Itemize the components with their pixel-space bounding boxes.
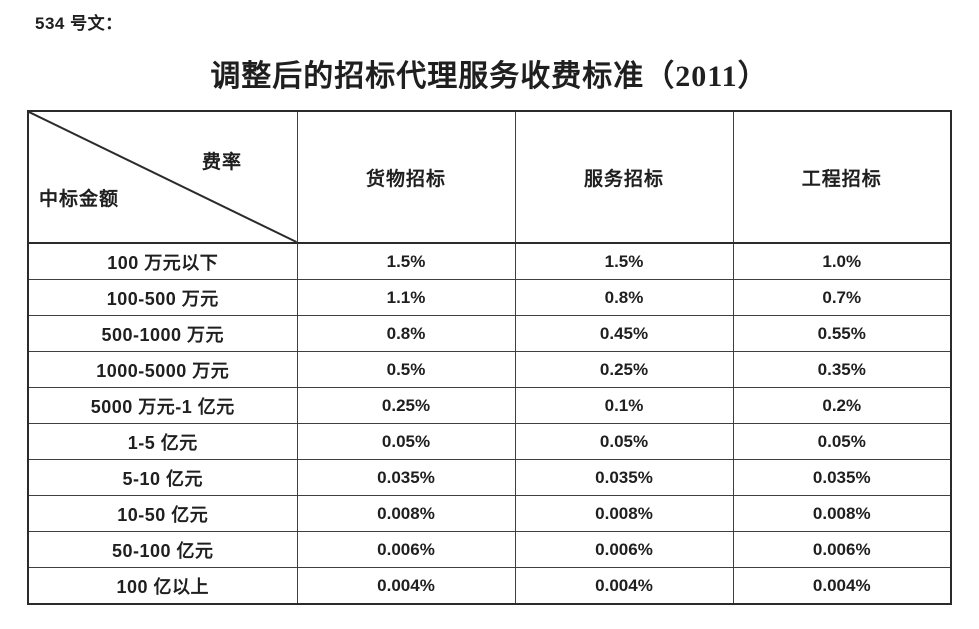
fee-rate-value: 0.004% <box>514 567 734 605</box>
table-row: 5000 万元-1 亿元 0.25% 0.1% 0.2% <box>27 387 952 424</box>
corner-label-bid-amount: 中标金额 <box>39 189 120 210</box>
page-title: 调整后的招标代理服务收费标准（2011） <box>210 60 769 93</box>
fee-rate-value: 0.008% <box>732 495 952 532</box>
row-label-bid-amount-range: 100-500 万元 <box>27 279 298 316</box>
fee-rate-value: 1.0% <box>732 242 952 280</box>
table-header-row: 费率 中标金额 货物招标 服务招标 工程招标 <box>27 110 952 244</box>
row-label-bid-amount-range: 5-10 亿元 <box>27 459 298 496</box>
table-row: 5-10 亿元 0.035% 0.035% 0.035% <box>27 459 952 496</box>
fee-rate-value: 0.006% <box>296 531 516 568</box>
fee-rate-value: 0.05% <box>732 423 952 460</box>
corner-header-cell: 费率 中标金额 <box>27 110 298 244</box>
fee-rate-value: 0.25% <box>514 351 734 388</box>
fee-rate-value: 0.1% <box>514 387 734 424</box>
row-label-bid-amount-range: 1-5 亿元 <box>27 423 298 460</box>
doc-number: 534 号文： <box>35 14 123 33</box>
fee-rate-value: 0.035% <box>732 459 952 496</box>
fee-table-body: 100 万元以下 1.5% 1.5% 1.0% 100-500 万元 1.1% 0.8% 0.… <box>27 242 952 605</box>
fee-rate-value: 0.55% <box>732 315 952 352</box>
table-row: 50-100 亿元 0.006% 0.006% 0.006% <box>27 531 952 568</box>
column-header-engineering-bidding: 工程招标 <box>732 110 952 244</box>
fee-rate-value: 0.2% <box>732 387 952 424</box>
fee-rate-value: 0.035% <box>514 459 734 496</box>
column-header-service-bidding: 服务招标 <box>514 110 734 244</box>
fee-rate-value: 0.35% <box>732 351 952 388</box>
fee-rate-value: 0.8% <box>296 315 516 352</box>
row-label-bid-amount-range: 10-50 亿元 <box>27 495 298 532</box>
row-label-bid-amount-range: 500-1000 万元 <box>27 315 298 352</box>
fee-rate-value: 0.006% <box>514 531 734 568</box>
fee-rate-value: 0.006% <box>732 531 952 568</box>
fee-rate-value: 1.5% <box>296 242 516 280</box>
fee-rate-value: 0.25% <box>296 387 516 424</box>
row-label-bid-amount-range: 1000-5000 万元 <box>27 351 298 388</box>
table-row: 1000-5000 万元 0.5% 0.25% 0.35% <box>27 351 952 388</box>
fee-rate-value: 0.05% <box>296 423 516 460</box>
row-label-bid-amount-range: 100 万元以下 <box>27 242 298 280</box>
table-row: 100 亿以上 0.004% 0.004% 0.004% <box>27 567 952 605</box>
fee-rate-value: 0.7% <box>732 279 952 316</box>
fee-table: 费率 中标金额 货物招标 服务招标 工程招标 100 万元以下 1.5% 1.5% 1… <box>27 110 952 605</box>
column-header-goods-bidding: 货物招标 <box>296 110 516 244</box>
fee-rate-value: 0.8% <box>514 279 734 316</box>
table-row: 1-5 亿元 0.05% 0.05% 0.05% <box>27 423 952 460</box>
fee-rate-value: 0.035% <box>296 459 516 496</box>
fee-rate-value: 0.004% <box>296 567 516 605</box>
fee-rate-value: 1.5% <box>514 242 734 280</box>
row-label-bid-amount-range: 5000 万元-1 亿元 <box>27 387 298 424</box>
fee-rate-value: 0.008% <box>514 495 734 532</box>
fee-rate-value: 0.004% <box>732 567 952 605</box>
fee-rate-value: 0.008% <box>296 495 516 532</box>
diagonal-divider-line <box>29 112 296 241</box>
corner-label-rate: 费率 <box>202 152 243 173</box>
row-label-bid-amount-range: 50-100 亿元 <box>27 531 298 568</box>
fee-rate-value: 1.1% <box>296 279 516 316</box>
fee-rate-value: 0.45% <box>514 315 734 352</box>
table-row: 10-50 亿元 0.008% 0.008% 0.008% <box>27 495 952 532</box>
fee-rate-value: 0.5% <box>296 351 516 388</box>
table-row: 100 万元以下 1.5% 1.5% 1.0% <box>27 242 952 280</box>
row-label-bid-amount-range: 100 亿以上 <box>27 567 298 605</box>
table-row: 100-500 万元 1.1% 0.8% 0.7% <box>27 279 952 316</box>
table-row: 500-1000 万元 0.8% 0.45% 0.55% <box>27 315 952 352</box>
fee-rate-value: 0.05% <box>514 423 734 460</box>
